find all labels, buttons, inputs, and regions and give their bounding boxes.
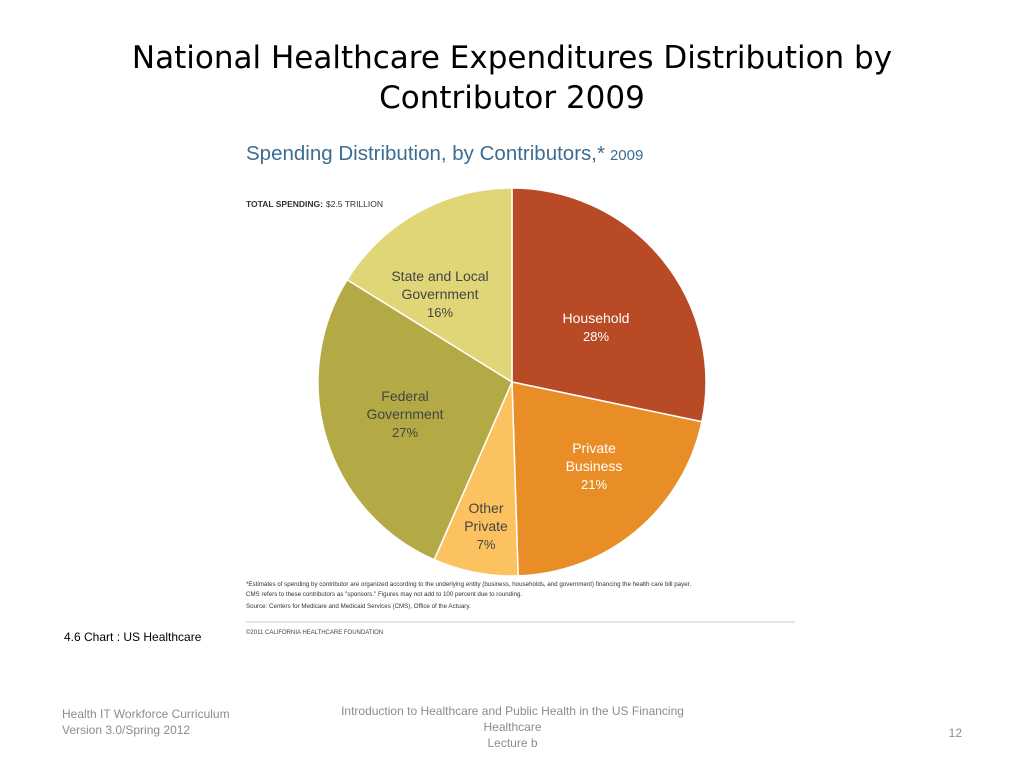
- pie-category-label: Business: [566, 458, 623, 474]
- pie-value-label: 28%: [583, 329, 609, 344]
- total-spending-value: $2.5 TRILLION: [326, 199, 383, 209]
- pie-label-other-private: Other Private 7%: [464, 500, 508, 552]
- footer-curriculum: Health IT Workforce Curriculum Version 3…: [62, 706, 230, 738]
- footnote-line-2: CMS refers to these contributors as "spo…: [246, 591, 522, 598]
- footer-course: Introduction to Healthcare and Public He…: [300, 703, 725, 751]
- pie-slice-state-and-local-government: [346, 187, 513, 384]
- pie-category-label: Federal: [381, 388, 428, 404]
- footer-curriculum-line-1: Health IT Workforce Curriculum: [62, 707, 230, 721]
- pie-label-household: Household 28%: [563, 310, 630, 344]
- pie-slice-private-business: [511, 381, 703, 577]
- pie-slice-household: [511, 187, 707, 423]
- pie-value-label: 27%: [392, 425, 418, 440]
- pie-category-label: Household: [563, 310, 630, 326]
- pie-label-federal-government: Federal Government 27%: [366, 388, 443, 440]
- footer-curriculum-line-2: Version 3.0/Spring 2012: [62, 723, 191, 737]
- pie-category-label: Private: [464, 518, 508, 534]
- slide-number: 12: [948, 726, 962, 740]
- footer-course-line-2: Healthcare: [483, 720, 542, 734]
- footer-course-line-1: Introduction to Healthcare and Public He…: [341, 704, 684, 718]
- total-spending: TOTAL SPENDING: $2.5 TRILLION: [246, 199, 383, 209]
- pie-value-label: 16%: [427, 305, 453, 320]
- pie-value-label: 21%: [581, 477, 607, 492]
- slide-title: National Healthcare Expenditures Distrib…: [40, 38, 984, 118]
- pie-category-label: Other: [468, 500, 503, 516]
- slide-title-line-2: Contributor 2009: [379, 80, 645, 116]
- pie-category-label: State and Local: [391, 268, 488, 284]
- pie-labels: Household 28% Private Business 21% Other Priva…: [366, 268, 629, 552]
- figure-heading-year: 2009: [610, 147, 643, 164]
- figure-heading-main: Spending Distribution, by Contributors,*: [246, 142, 605, 165]
- pie-label-private-business: Private Business 21%: [566, 440, 623, 492]
- copyright-note: ©2011 CALIFORNIA HEALTHCARE FOUNDATION: [246, 629, 383, 636]
- pie-label-state-and-local-government: State and Local Government 16%: [391, 268, 488, 320]
- source-note: Source: Centers for Medicare and Medicai…: [246, 603, 471, 610]
- footnote-line-1: *Estimates of spending by contributor ar…: [246, 581, 691, 588]
- pie-slice-federal-government: [317, 278, 513, 561]
- pie-category-label: Government: [401, 286, 478, 302]
- pie-category-label: Government: [366, 406, 443, 422]
- pie-slices: [317, 187, 707, 577]
- footer-course-line-3: Lecture b: [487, 736, 538, 750]
- total-spending-label: TOTAL SPENDING:: [246, 199, 323, 209]
- figure-caption: 4.6 Chart : US Healthcare: [64, 630, 202, 644]
- figure-heading: Spending Distribution, by Contributors,*…: [246, 142, 643, 165]
- pie-value-label: 7%: [477, 537, 496, 552]
- pie-category-label: Private: [572, 440, 616, 456]
- slide-title-line-1: National Healthcare Expenditures Distrib…: [131, 40, 893, 76]
